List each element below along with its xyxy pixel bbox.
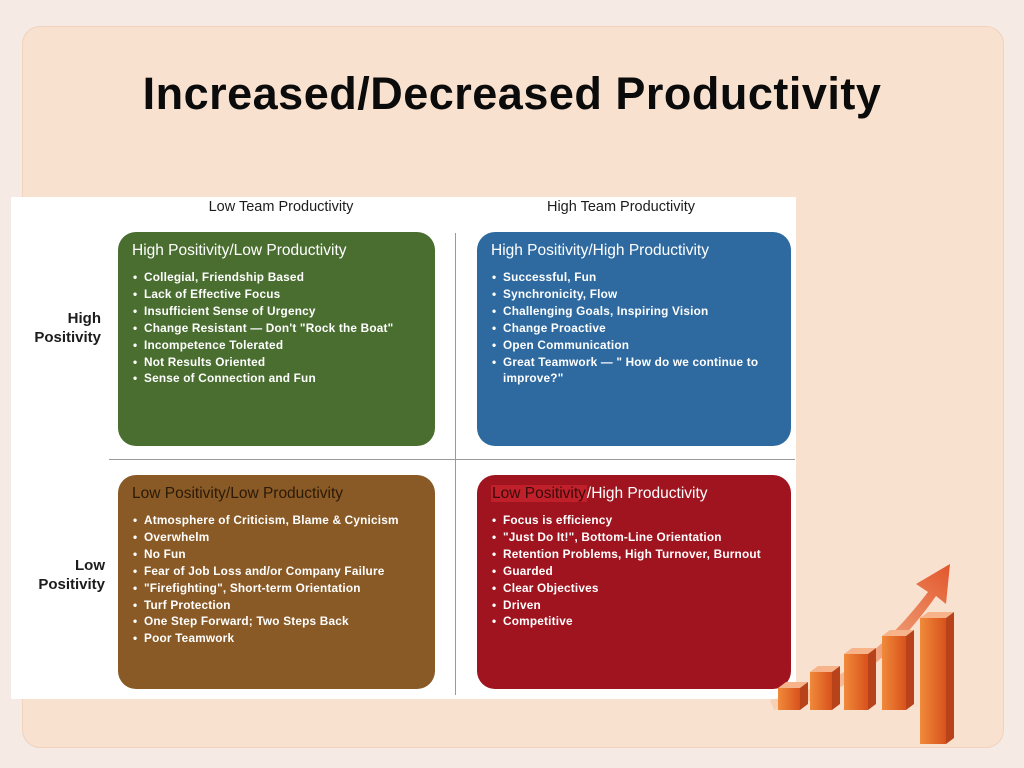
row-header-low: Low Positivity (15, 556, 105, 594)
quadrant-low-positivity-low-productivity: Low Positivity/Low Productivity Atmosphe… (118, 475, 435, 689)
list-item: Successful, Fun (491, 269, 777, 286)
row-header-low-line2: Positivity (38, 576, 105, 593)
quadrant-title: Low Positivity/High Productivity (491, 485, 777, 503)
column-header-high: High Team Productivity (546, 199, 696, 215)
row-header-high-line1: High (67, 310, 101, 327)
list-item: Overwhelm (132, 529, 421, 546)
list-item: Collegial, Friendship Based (132, 269, 421, 286)
list-item: Insufficient Sense of Urgency (132, 303, 421, 320)
list-item: Sense of Connection and Fun (132, 370, 421, 387)
quadrant-high-positivity-high-productivity: High Positivity/High Productivity Succes… (477, 232, 791, 446)
quadrant-list: Atmosphere of Criticism, Blame & Cynicis… (132, 512, 421, 647)
list-item: Atmosphere of Criticism, Blame & Cynicis… (132, 512, 421, 529)
quadrant-high-positivity-low-productivity: High Positivity/Low Productivity Collegi… (118, 232, 435, 446)
list-item: Lack of Effective Focus (132, 286, 421, 303)
list-item: Not Results Oriented (132, 354, 421, 371)
list-item: "Just Do It!", Bottom-Line Orientation (491, 529, 777, 546)
list-item: Challenging Goals, Inspiring Vision (491, 303, 777, 320)
list-item: Retention Problems, High Turnover, Burno… (491, 546, 777, 563)
vertical-divider (455, 233, 456, 695)
list-item: Incompetence Tolerated (132, 337, 421, 354)
list-item: Clear Objectives (491, 580, 777, 597)
quadrant-list: Collegial, Friendship Based Lack of Effe… (132, 269, 421, 387)
list-item: One Step Forward; Two Steps Back (132, 613, 421, 630)
list-item: Turf Protection (132, 597, 421, 614)
list-item: Fear of Job Loss and/or Company Failure (132, 563, 421, 580)
list-item: Competitive (491, 613, 777, 630)
quadrant-title-rest: /High Productivity (586, 485, 708, 502)
quadrant-title: High Positivity/High Productivity (491, 242, 709, 259)
list-item: Change Resistant — Don't "Rock the Boat" (132, 320, 421, 337)
row-header-low-line1: Low (75, 557, 105, 574)
quadrant-title-highlight: Low Positivity (491, 485, 587, 502)
list-item: "Firefighting", Short-term Orientation (132, 580, 421, 597)
list-item: Great Teamwork — " How do we continue to… (491, 354, 777, 388)
row-header-high-line2: Positivity (34, 329, 101, 346)
list-item: Synchronicity, Flow (491, 286, 777, 303)
list-item: Driven (491, 597, 777, 614)
growth-chart-icon (770, 564, 954, 744)
quadrant-list: Successful, Fun Synchronicity, Flow Chal… (491, 269, 777, 387)
horizontal-divider (109, 459, 795, 460)
list-item: Guarded (491, 563, 777, 580)
list-item: No Fun (132, 546, 421, 563)
column-header-low: Low Team Productivity (208, 199, 354, 215)
slide-title: Increased/Decreased Productivity (142, 68, 882, 119)
row-header-high: High Positivity (11, 309, 101, 347)
quadrant-title: High Positivity/Low Productivity (132, 242, 347, 259)
list-item: Poor Teamwork (132, 630, 421, 647)
list-item: Change Proactive (491, 320, 777, 337)
productivity-matrix: Low Team Productivity High Team Producti… (11, 197, 796, 699)
quadrant-title: Low Positivity/Low Productivity (132, 485, 344, 502)
list-item: Focus is efficiency (491, 512, 777, 529)
quadrant-list: Focus is efficiency "Just Do It!", Botto… (491, 512, 777, 630)
list-item: Open Communication (491, 337, 777, 354)
quadrant-low-positivity-high-productivity: Low Positivity/High Productivity Focus i… (477, 475, 791, 689)
